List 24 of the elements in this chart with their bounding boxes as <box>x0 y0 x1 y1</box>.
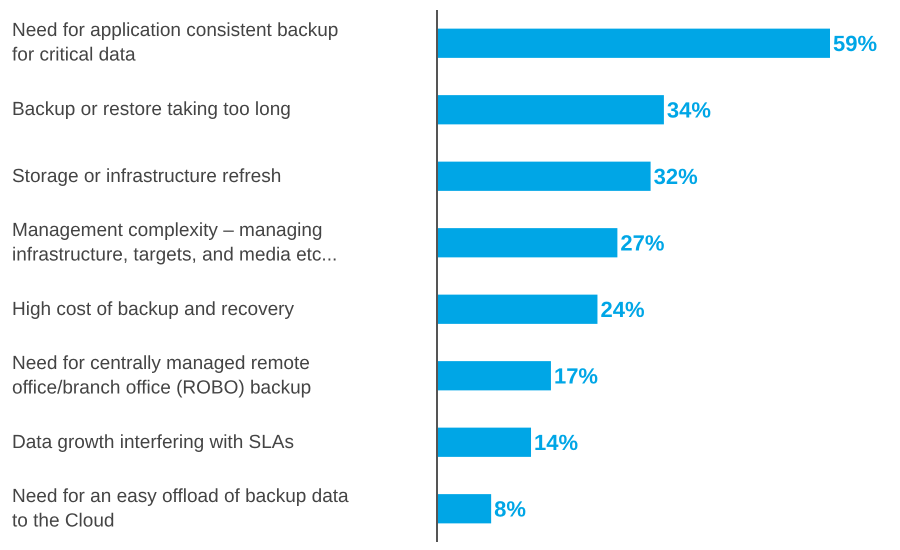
y-tick-label: Need for application consistent backup for critical data <box>12 20 338 66</box>
data-label: 24% <box>600 296 645 322</box>
bar <box>438 95 664 124</box>
data-label: 8% <box>494 496 526 522</box>
bar <box>438 494 492 524</box>
bar <box>438 428 532 457</box>
y-tick-label: Storage or infrastructure refresh <box>12 166 282 187</box>
y-tick-label: Management complexity – managing infrastructure, targets, and media etc... <box>12 220 338 266</box>
data-label: 59% <box>833 30 878 56</box>
y-tick-label: Data growth interfering with SLAs <box>12 432 294 453</box>
bar <box>438 28 830 58</box>
bar <box>438 228 618 258</box>
data-label: 17% <box>554 363 598 388</box>
data-label: 14% <box>534 430 578 455</box>
bar <box>438 361 551 390</box>
data-label: 34% <box>666 97 711 122</box>
bar <box>438 294 598 324</box>
data-label: 27% <box>620 230 664 256</box>
y-tick-label: Need for an easy offload of backup data to the Cloud <box>12 486 350 532</box>
data-label: 32% <box>654 164 698 189</box>
y-tick-label: High cost of backup and recovery <box>12 299 294 320</box>
bar <box>438 162 651 191</box>
y-tick-label: Need for centrally managed remote office/branch office (ROBO) backup <box>12 353 312 399</box>
y-tick-label: Backup or restore taking too long <box>12 99 291 120</box>
